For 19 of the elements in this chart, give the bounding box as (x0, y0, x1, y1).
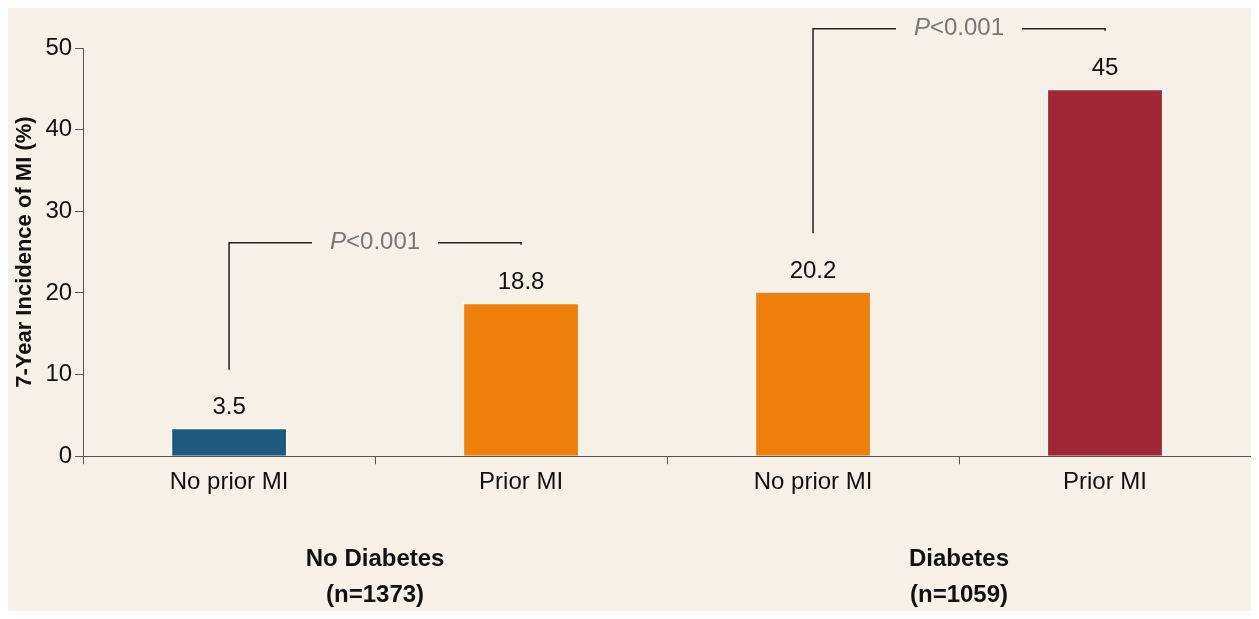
y-tick-label: 50 (45, 32, 73, 60)
y-tick-label: 20 (45, 277, 73, 305)
text: P<0.001 (913, 13, 1005, 41)
data-label: 18.8 (497, 267, 545, 295)
y-axis-title: 7-Year Incidence of MI (%) (11, 116, 37, 388)
x-tick-label: Prior MI (1063, 467, 1148, 495)
annotation: P<0.001 (330, 227, 421, 255)
y-tick-label: 0 (58, 440, 73, 468)
text: Diabetes (n=1059) (909, 543, 1010, 607)
y-tick-label: 30 (45, 195, 73, 223)
data-label: 20.2 (789, 255, 837, 283)
data-label: 3.5 (212, 392, 246, 420)
x-tick-label: Prior MI (479, 467, 564, 495)
y-tick-label: 10 (45, 359, 73, 387)
data-label: 45 (1091, 53, 1119, 81)
x-tick-label: No prior MI (169, 467, 289, 495)
x-tick-label: No prior MI (753, 467, 873, 495)
y-tick-label: 40 (45, 114, 73, 142)
text: No Diabetes (n=1373) (305, 543, 445, 607)
